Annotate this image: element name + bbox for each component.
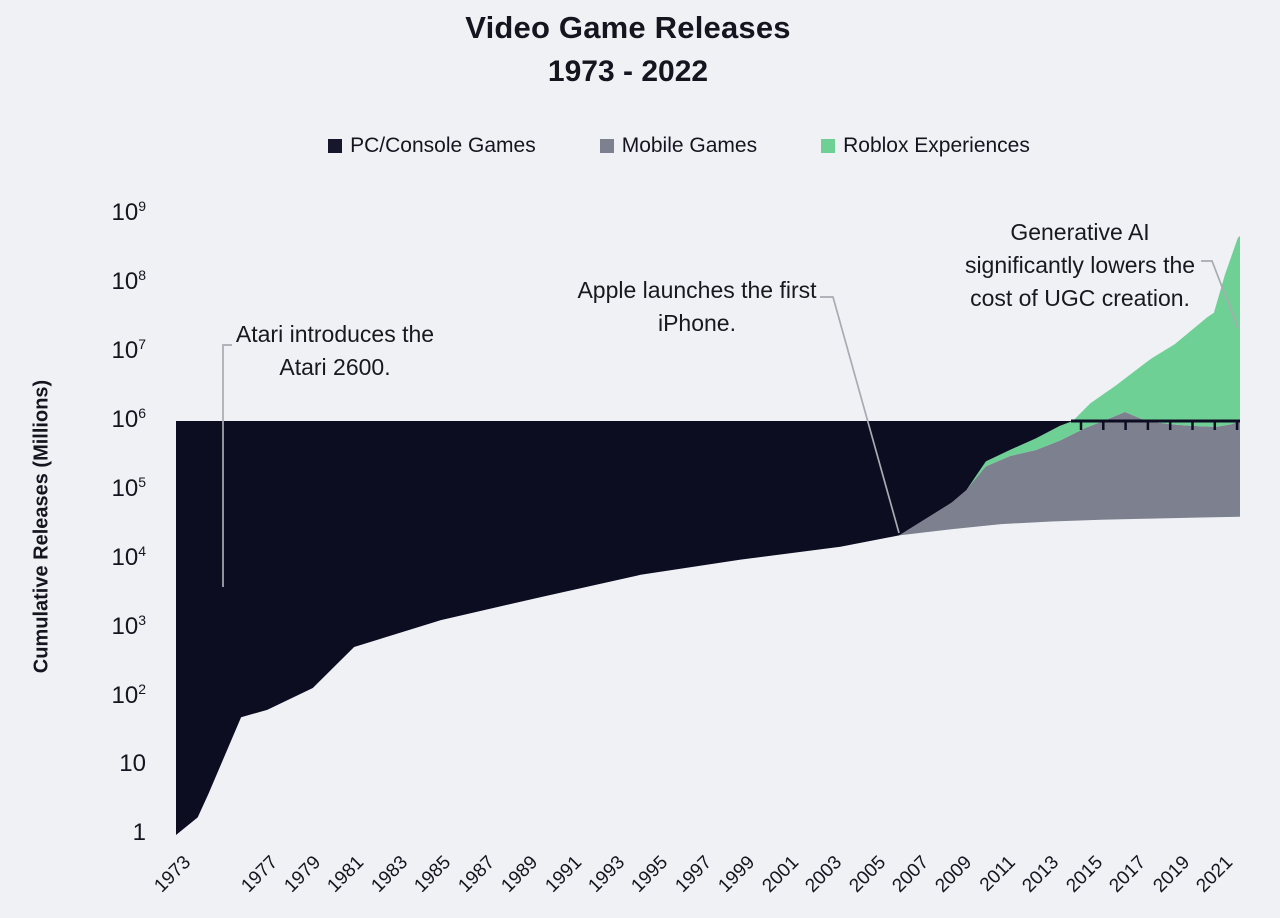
area-mobile-games: [899, 412, 1240, 536]
y-tick-label: 108: [111, 267, 147, 295]
annotation-line-iphone: [820, 296, 900, 534]
title-block: Video Game Releases 1973 - 2022: [0, 10, 1256, 89]
area-roblox-experiences: [966, 236, 1240, 490]
legend-label: Mobile Games: [621, 134, 758, 157]
y-tick-label: 105: [111, 474, 147, 502]
annotation-line-atari: [222, 344, 232, 587]
annotation-text-line: Generative AI: [1010, 219, 1150, 245]
legend-label: PC/Console Games: [350, 134, 536, 157]
annotation-line-genai: [1201, 260, 1239, 329]
annotation-genai: Generative AI significantly lowers the c…: [930, 216, 1230, 315]
y-tick-label: 10: [119, 750, 146, 777]
annotation-text-line: iPhone.: [657, 310, 736, 336]
legend-item-pc-console: PC/Console Games: [328, 134, 536, 158]
chart-subtitle: 1973 - 2022: [547, 55, 709, 88]
y-tick-label: 1: [132, 819, 146, 846]
y-tick-label: 109: [111, 198, 147, 226]
annotation-text-line: significantly lowers the: [964, 252, 1196, 278]
annotation-text-line: cost of UGC creation.: [970, 285, 1190, 311]
annotation-text-line: Atari 2600.: [279, 354, 391, 380]
annotation-atari: Atari introduces the Atari 2600.: [195, 318, 475, 384]
pc-console-swatch-icon: [328, 139, 343, 153]
chart-title: Video Game Releases: [465, 10, 791, 45]
y-tick-label: 106: [111, 405, 147, 433]
annotation-text-line: Atari introduces the: [235, 321, 435, 347]
y-tick-label: 104: [111, 543, 147, 571]
annotation-iphone: Apple launches the first iPhone.: [557, 274, 837, 340]
legend-item-mobile: Mobile Games: [599, 134, 758, 158]
legend-item-roblox: Roblox Experiences: [821, 134, 1030, 158]
y-tick-label: 107: [111, 336, 147, 364]
roblox-swatch-icon: [821, 139, 836, 153]
legend-label: Roblox Experiences: [843, 134, 1030, 157]
y-axis-title: Cumulative Releases (Millions): [30, 379, 53, 674]
annotation-text-line: Apple launches the first: [577, 277, 817, 303]
legend: PC/Console Games Mobile Games Roblox Exp…: [78, 134, 1280, 158]
y-tick-label: 103: [111, 612, 147, 640]
y-tick-label: 102: [111, 681, 147, 709]
mobile-swatch-icon: [599, 139, 614, 153]
area-pc-console-games: [176, 421, 1073, 835]
